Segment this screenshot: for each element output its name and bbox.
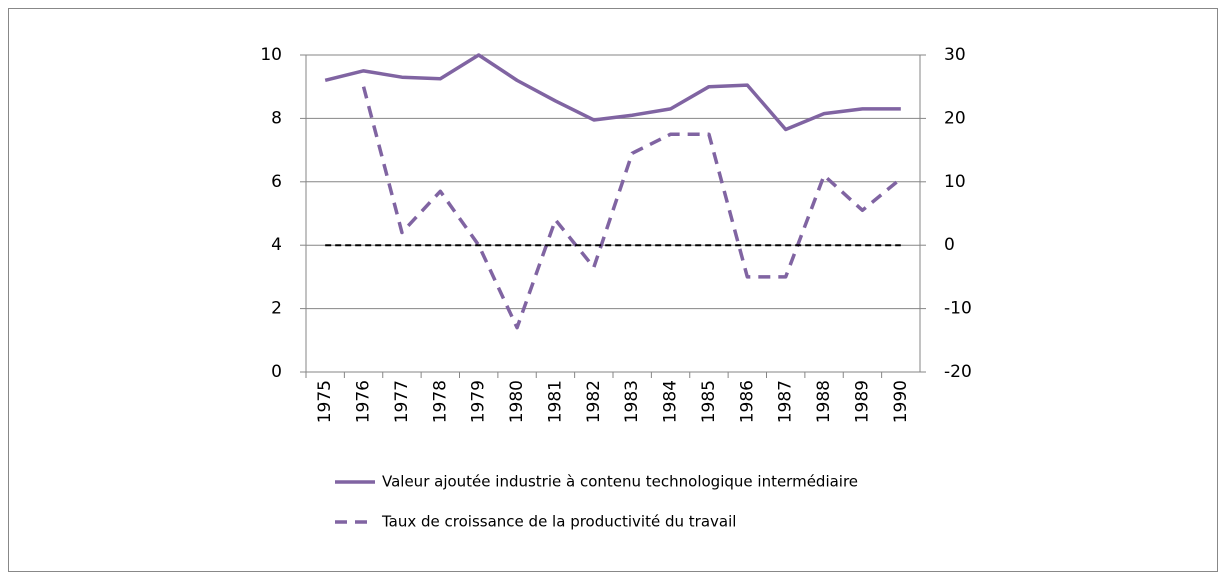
y2-tick-label: 0: [944, 235, 955, 255]
legend-label: Valeur ajoutée industrie à contenu techn…: [382, 473, 858, 491]
x-tick-label: 1979: [469, 380, 489, 423]
x-tick-label: 1980: [507, 380, 527, 423]
x-tick-label: 1986: [737, 380, 757, 423]
x-tick-label: 1976: [354, 380, 374, 423]
x-tick-label: 1977: [392, 380, 412, 423]
legend-label: Taux de croissance de la productivité du…: [381, 513, 736, 531]
series-line: [324, 53, 901, 132]
frame: [8, 8, 1218, 572]
x-tick-label: 1984: [661, 380, 681, 423]
y-tick-label: 10: [260, 45, 282, 65]
x-tick-label: 1988: [814, 380, 834, 423]
y2-tick-label: -20: [944, 362, 972, 382]
x-tick-label: 1975: [315, 380, 335, 423]
series-line: [361, 86, 902, 330]
x-tick-label: 1978: [430, 380, 450, 423]
y-tick-label: 0: [271, 362, 282, 382]
x-tick-label: 1990: [891, 380, 911, 423]
y-tick-label: 8: [271, 108, 282, 128]
y2-tick-label: -10: [944, 299, 972, 319]
y2-tick-label: 10: [944, 172, 966, 192]
y-tick-label: 6: [271, 172, 282, 192]
x-tick-label: 1985: [699, 380, 719, 423]
x-tick-label: 1987: [776, 380, 796, 423]
x-tick-label: 1981: [545, 380, 565, 423]
x-tick-label: 1982: [584, 380, 604, 423]
x-tick-label: 1983: [622, 380, 642, 423]
y2-tick-label: 20: [944, 108, 966, 128]
x-tick-label: 1989: [852, 380, 872, 423]
y2-tick-label: 30: [944, 45, 966, 65]
y-tick-label: 2: [271, 299, 282, 319]
y-tick-label: 4: [271, 235, 282, 255]
